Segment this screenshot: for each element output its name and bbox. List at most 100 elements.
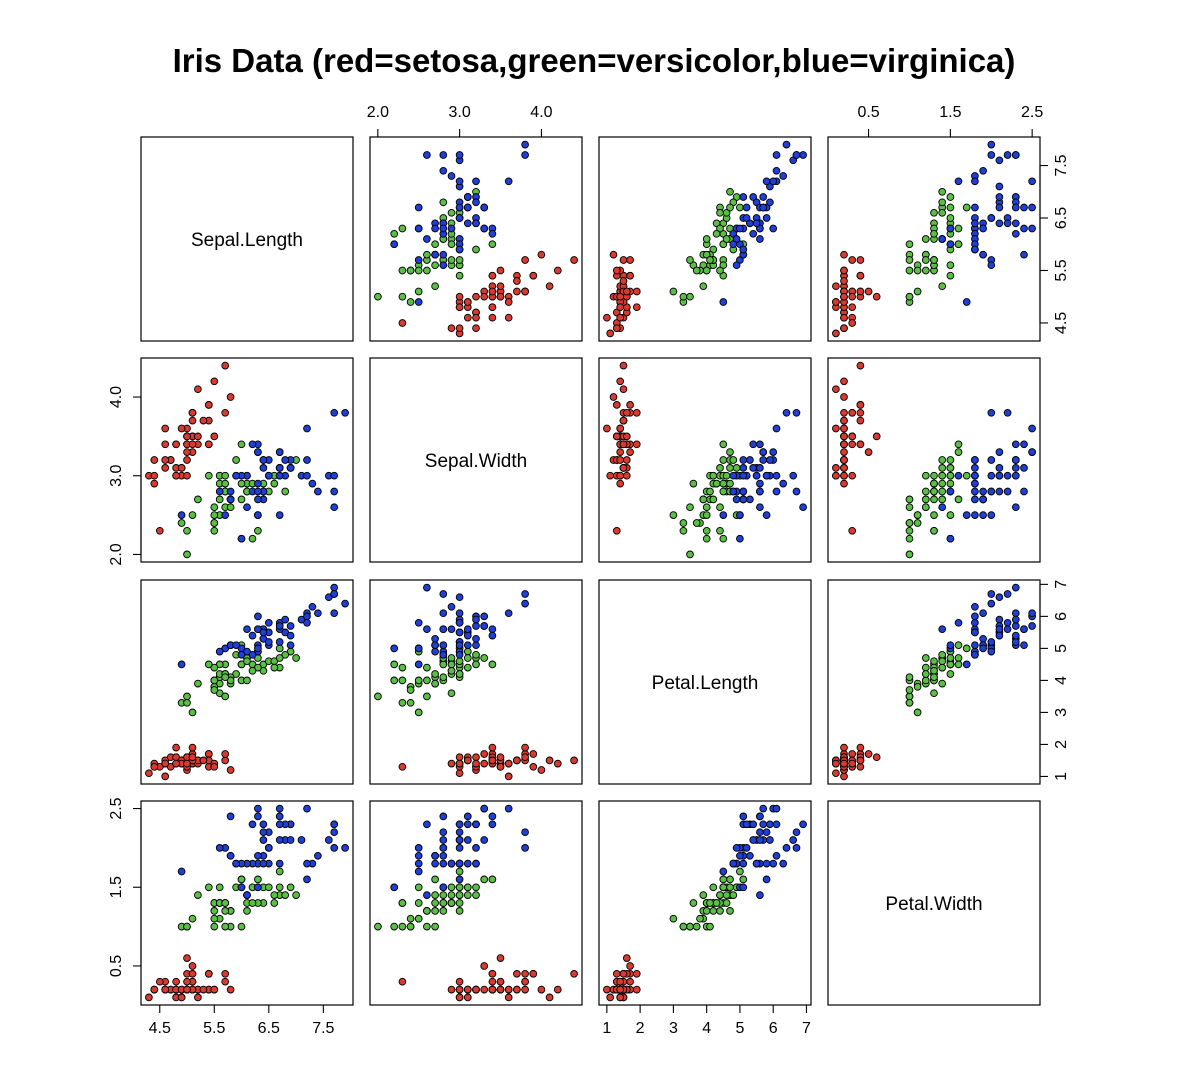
point-versicolor-9-r3c4 xyxy=(930,657,938,666)
point-virginica-49-r3c2 xyxy=(488,631,497,640)
point-virginica-41-r4c3 xyxy=(756,812,764,821)
point-setosa-50-r2c1 xyxy=(183,448,191,456)
point-versicolor-49-r2c3 xyxy=(669,511,678,519)
point-versicolor-38-r1c2 xyxy=(398,224,407,233)
variable-label-petal-width: Petal.Width xyxy=(885,894,982,915)
point-setosa-46-r2c4 xyxy=(848,471,857,480)
point-versicolor-13-r4c2 xyxy=(390,922,399,931)
point-versicolor-48-r2c3 xyxy=(712,479,721,488)
point-virginica-46-r1c2 xyxy=(455,203,464,212)
point-setosa-48-r1c2 xyxy=(472,313,480,322)
point-virginica-35-r2c1 xyxy=(243,503,251,512)
point-setosa-22-r2c4 xyxy=(856,416,865,425)
point-setosa-43-r3c1 xyxy=(150,762,159,771)
point-setosa-4-r1c2 xyxy=(463,313,472,322)
point-setosa-47-r2c1 xyxy=(188,408,197,417)
point-setosa-47-r3c1 xyxy=(188,753,197,762)
point-setosa-40-r2c1 xyxy=(188,440,197,449)
point-virginica-14-r2c4 xyxy=(987,511,996,519)
point-setosa-38-r2c3 xyxy=(616,424,625,433)
point-versicolor-50-r3c1 xyxy=(221,673,230,682)
point-virginica-44-r2c4 xyxy=(1011,456,1020,464)
point-virginica-19-r2c3 xyxy=(799,503,807,512)
point-versicolor-31-r4c1 xyxy=(210,914,219,923)
point-virginica-38-r1c4 xyxy=(971,219,979,228)
point-virginica-42-r1c2 xyxy=(463,193,472,201)
point-virginica-37-r2c4 xyxy=(1020,440,1028,449)
point-virginica-38-r4c1 xyxy=(259,859,268,868)
point-virginica-34-r3c2 xyxy=(439,641,448,650)
point-setosa-32-r2c1 xyxy=(204,440,213,449)
point-versicolor-7-r3c4 xyxy=(954,654,963,662)
point-versicolor-50-r4c1 xyxy=(221,899,230,907)
point-virginica-49-r4c3 xyxy=(749,820,758,829)
point-setosa-35-r2c1 xyxy=(177,464,186,472)
point-virginica-3-r4c3 xyxy=(766,836,774,844)
point-virginica-48-r4c1 xyxy=(264,844,273,852)
point-versicolor-2-r4c2 xyxy=(472,883,480,892)
point-virginica-35-r3c2 xyxy=(423,625,431,634)
point-versicolor-34-r4c2 xyxy=(431,875,439,884)
point-setosa-38-r3c2 xyxy=(504,759,513,768)
point-setosa-22-r1c2 xyxy=(513,287,521,296)
point-setosa-35-r3c2 xyxy=(463,756,472,765)
point-virginica-25-r1c4 xyxy=(995,203,1004,212)
point-setosa-26-r3c2 xyxy=(455,753,464,762)
tick-label-bottom-sepal-length-7-5: 7.5 xyxy=(312,1020,334,1037)
point-virginica-23-r4c3 xyxy=(792,844,801,852)
point-virginica-50-r3c1 xyxy=(232,641,240,650)
point-virginica-39-r3c1 xyxy=(237,650,246,659)
point-virginica-15-r1c2 xyxy=(439,250,448,259)
point-virginica-9-r3c2 xyxy=(414,618,423,627)
point-versicolor-3-r4c1 xyxy=(286,883,295,892)
point-virginica-47-r3c4 xyxy=(979,644,987,653)
point-setosa-44-r2c3 xyxy=(622,432,631,441)
point-setosa-40-r2c4 xyxy=(840,440,848,449)
point-setosa-23-r2c3 xyxy=(603,424,611,433)
point-virginica-32-r2c3 xyxy=(782,408,791,417)
point-versicolor-23-r4c2 xyxy=(414,883,423,892)
point-setosa-21-r1c3 xyxy=(626,271,634,280)
point-versicolor-28-r4c2 xyxy=(455,867,464,876)
point-virginica-9-r1c2 xyxy=(414,203,423,212)
point-versicolor-10-r3c1 xyxy=(194,679,202,688)
point-setosa-6-r2c3 xyxy=(626,401,634,409)
point-versicolor-45-r3c2 xyxy=(431,670,439,678)
point-virginica-8-r1c3 xyxy=(779,172,788,180)
point-virginica-39-r3c2 xyxy=(455,650,464,659)
point-virginica-33-r3c4 xyxy=(1003,625,1012,634)
point-setosa-16-r1c2 xyxy=(570,256,578,264)
point-virginica-45-r3c1 xyxy=(275,622,284,630)
tick-label-right-petal-length-5: 5 xyxy=(1053,644,1070,653)
point-versicolor-50-r4c2 xyxy=(439,899,448,907)
point-virginica-17-r3c2 xyxy=(455,628,464,637)
point-versicolor-4-r1c2 xyxy=(398,266,407,275)
point-versicolor-10-r2c1 xyxy=(194,495,202,504)
point-virginica-43-r2c1 xyxy=(226,495,235,504)
point-virginica-50-r1c2 xyxy=(455,245,464,254)
point-versicolor-40-r1c3 xyxy=(702,266,711,275)
point-virginica-35-r4c3 xyxy=(756,891,764,899)
tick-label-right-petal-length-6: 6 xyxy=(1053,612,1070,621)
point-versicolor-12-r3c4 xyxy=(946,670,955,678)
point-setosa-48-r4c2 xyxy=(472,985,480,994)
point-versicolor-41-r4c1 xyxy=(210,907,219,915)
point-virginica-22-r4c1 xyxy=(215,844,224,852)
point-virginica-18-r3c2 xyxy=(521,590,529,598)
point-versicolor-29-r4c2 xyxy=(447,883,456,892)
point-virginica-3-r4c1 xyxy=(297,836,306,844)
point-virginica-46-r1c3 xyxy=(742,203,751,212)
point-setosa-42-r3c2 xyxy=(398,762,407,771)
point-virginica-31-r2c1 xyxy=(314,487,322,496)
point-virginica-20-r2c4 xyxy=(946,534,955,543)
point-setosa-45-r1c3 xyxy=(632,287,641,296)
point-versicolor-34-r3c4 xyxy=(954,641,963,650)
point-setosa-42-r4c1 xyxy=(155,977,164,986)
point-virginica-50-r3c2 xyxy=(455,641,464,650)
point-virginica-36-r2c3 xyxy=(772,471,781,480)
point-setosa-33-r4c1 xyxy=(194,993,202,1002)
point-virginica-10-r3c4 xyxy=(1028,609,1036,618)
point-virginica-47-r4c1 xyxy=(254,851,262,860)
point-versicolor-7-r4c3 xyxy=(726,875,734,884)
point-versicolor-30-r4c1 xyxy=(221,922,230,931)
